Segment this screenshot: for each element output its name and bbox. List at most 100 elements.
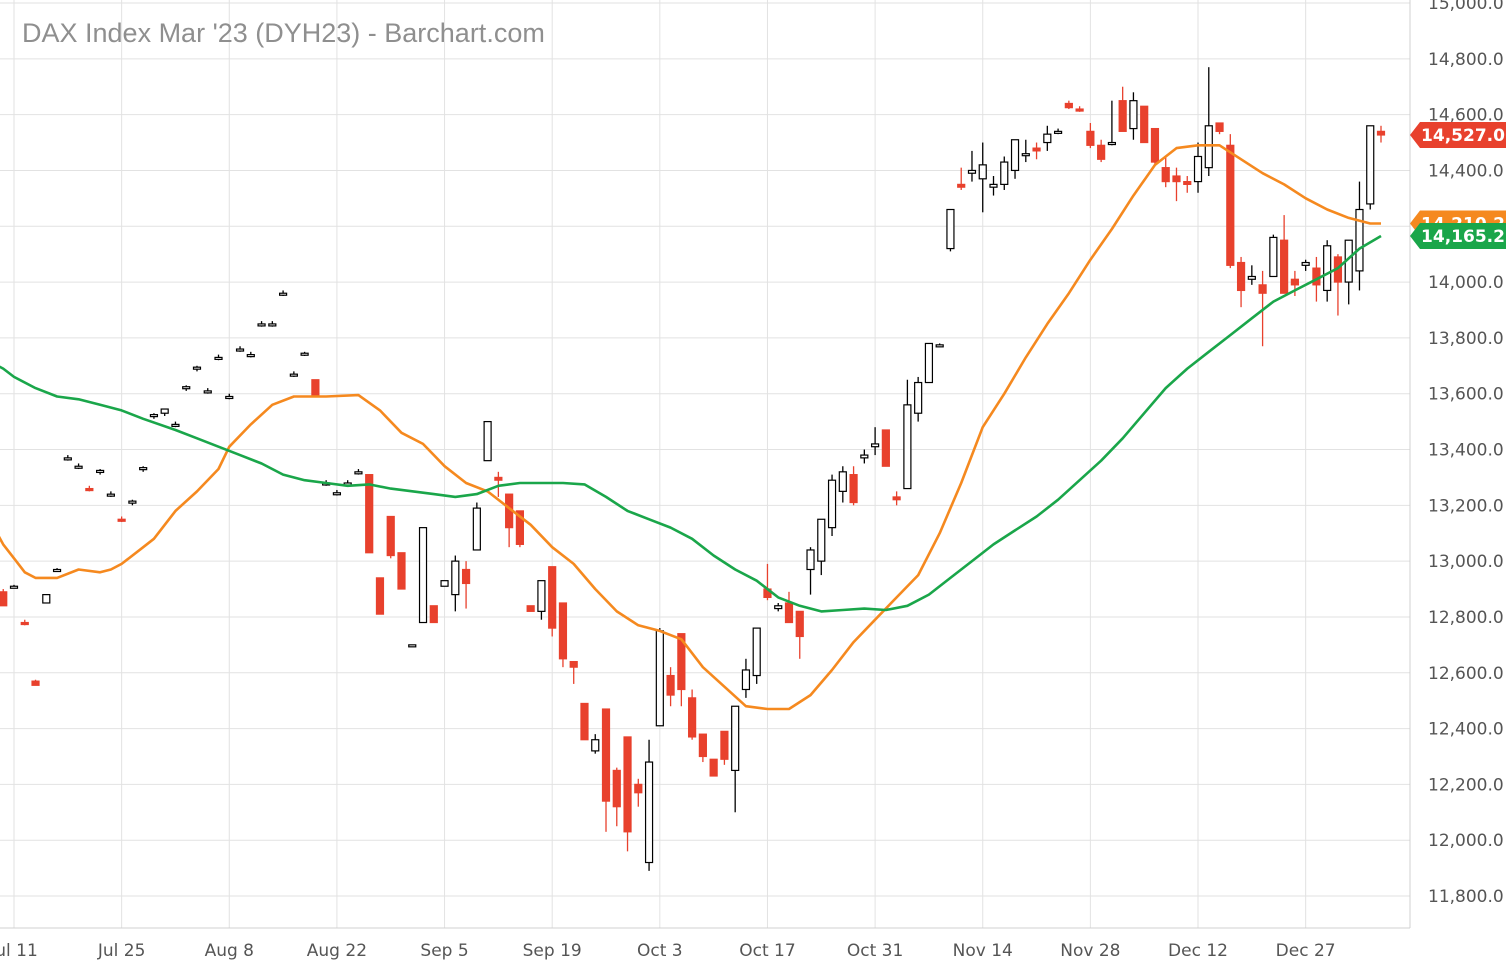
candle <box>96 469 105 475</box>
candle-body <box>1204 125 1213 169</box>
y-tick-label: 12,600.0 <box>1428 664 1504 684</box>
candle-body <box>634 783 643 794</box>
candle-body <box>795 610 804 638</box>
candle-body <box>1366 125 1375 205</box>
candle <box>1043 125 1052 151</box>
candle <box>946 208 955 252</box>
candle <box>42 594 51 604</box>
candle-body <box>1021 153 1030 157</box>
candle <box>1376 125 1386 143</box>
candle-body <box>365 474 374 554</box>
candle <box>461 561 471 609</box>
candle <box>171 421 180 428</box>
candle <box>741 658 751 698</box>
y-tick-label: 13,800.0 <box>1428 329 1504 349</box>
candle <box>978 142 987 213</box>
candle <box>0 589 8 607</box>
candle-body <box>1301 261 1310 266</box>
candle-body <box>849 474 858 504</box>
candle-body <box>203 390 212 394</box>
candle-body <box>494 476 503 481</box>
candle-body <box>548 566 557 629</box>
candle-body <box>1010 139 1020 172</box>
candle <box>709 758 718 777</box>
candle <box>408 644 417 648</box>
y-tick-label: 14,000.0 <box>1428 273 1504 293</box>
candle <box>548 566 557 637</box>
candle-body <box>1140 105 1149 144</box>
y-tick-label: 15,000.0 <box>1428 0 1504 14</box>
candle <box>365 474 374 554</box>
candle <box>623 736 632 852</box>
x-axis-ticks: Jul 11 Jul 25 Aug 8 Aug 22 Sep 5 Sep 19 Oct 3 O… <box>0 941 1336 961</box>
candle-body <box>644 761 654 864</box>
candle-body <box>117 518 126 522</box>
candle-body <box>96 469 105 474</box>
candle-body <box>871 443 880 448</box>
candle-body <box>1032 147 1041 152</box>
candle <box>763 563 772 601</box>
y-tick-label: 12,000.0 <box>1428 831 1504 851</box>
candle-body <box>709 758 718 777</box>
candle <box>1161 156 1170 188</box>
candle <box>268 321 277 327</box>
candle-body <box>860 454 869 459</box>
candle <box>752 627 761 684</box>
candle-body <box>289 373 298 377</box>
candle <box>1247 265 1256 285</box>
candle-body <box>1053 130 1063 134</box>
candle <box>612 767 621 827</box>
candle-body <box>20 621 29 626</box>
candle-body <box>1376 130 1386 136</box>
candle-body <box>182 386 191 390</box>
candle-body <box>418 527 428 624</box>
candle-body <box>52 568 62 573</box>
candle <box>1053 128 1063 135</box>
candle-body <box>946 208 955 250</box>
candle <box>935 343 944 348</box>
candle <box>1183 176 1192 193</box>
candle-body <box>903 404 912 490</box>
candle <box>1172 167 1181 202</box>
candle-body <box>989 183 998 188</box>
candle-body <box>31 680 40 686</box>
candle <box>1075 106 1084 112</box>
candle-body <box>149 414 159 418</box>
candle <box>881 429 890 467</box>
candle-body <box>698 733 707 758</box>
candle-body <box>569 660 578 668</box>
candle <box>278 290 288 297</box>
candle <box>774 602 783 612</box>
candle-body <box>601 708 611 802</box>
candle-body <box>235 348 245 352</box>
y-tick-label: 13,600.0 <box>1428 385 1504 405</box>
candle <box>182 385 191 391</box>
candle <box>1366 125 1375 210</box>
y-tick-label: 12,800.0 <box>1428 608 1504 628</box>
chart-title: DAX Index Mar '23 (DYH23) - Barchart.com <box>22 18 545 48</box>
candle <box>117 516 126 523</box>
candle <box>74 463 83 470</box>
candle <box>860 449 869 464</box>
candle <box>429 605 438 624</box>
candle <box>795 610 804 659</box>
candle <box>537 580 546 620</box>
candle <box>903 379 912 490</box>
candle-body <box>85 487 94 492</box>
candles <box>0 67 1386 871</box>
candle <box>505 493 514 548</box>
x-tick-label: Sep 5 <box>420 941 468 961</box>
candle-body <box>914 381 923 414</box>
candle <box>849 466 858 506</box>
candle <box>31 679 40 686</box>
moving-average-orange-line <box>0 144 1381 711</box>
candle-body <box>472 507 481 551</box>
candle-body <box>1323 245 1332 292</box>
candle-body <box>526 605 535 612</box>
price-label-box <box>1410 223 1506 250</box>
candle <box>235 346 245 352</box>
candle-body <box>1226 144 1235 266</box>
candle-body <box>784 602 794 624</box>
